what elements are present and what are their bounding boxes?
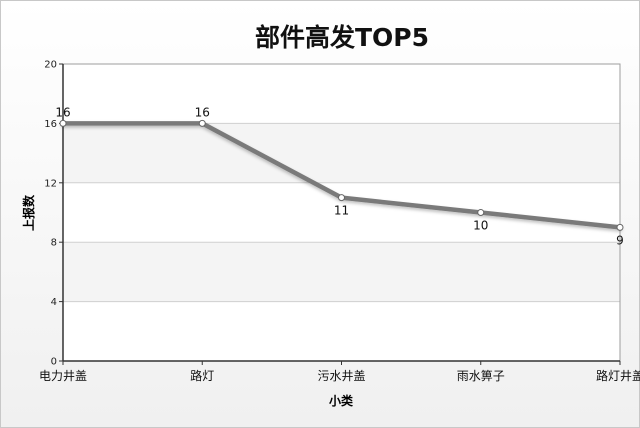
y-tick-label: 20 [44,60,57,71]
data-label: 16 [195,105,210,119]
data-point [477,209,485,216]
data-point [198,119,206,127]
data-label: 11 [334,204,349,218]
x-tick-label: 雨水箅子 [457,368,505,383]
y-tick-label: 4 [51,297,57,308]
data-labels-group: 16 16 11 10 9 [55,105,623,247]
x-tick-label: 路灯 [190,368,214,383]
chart-title: 部件高发TOP5 [255,23,429,52]
x-axis-ticks: 电力井盖 路灯 污水井盖 雨水箅子 路灯井盖 [39,361,640,383]
y-tick-label: 0 [51,357,57,368]
data-point [616,223,624,231]
y-axis-title: 上报数 [21,194,36,231]
y-tick-label: 8 [51,238,57,249]
x-tick-label: 路灯井盖 [596,368,640,383]
data-label: 10 [473,219,488,233]
y-tick-label: 16 [44,119,57,130]
x-tick-label: 电力井盖 [39,369,87,383]
plot-band [63,64,620,124]
x-axis-title: 小类 [329,393,354,408]
points-group [59,119,624,231]
plot-band [63,123,620,183]
gridlines [63,122,620,303]
data-point [59,119,67,127]
plot-bands [63,64,620,361]
plot-band [63,301,620,361]
plot-band [63,242,620,302]
y-tick-label: 12 [44,178,57,189]
plot-band [63,182,620,243]
y-axis-ticks: 0 4 8 12 16 20 [44,60,63,368]
x-tick-label: 污水井盖 [317,369,365,383]
data-point [338,194,345,202]
data-label: 16 [55,105,70,119]
data-label: 9 [616,233,624,247]
